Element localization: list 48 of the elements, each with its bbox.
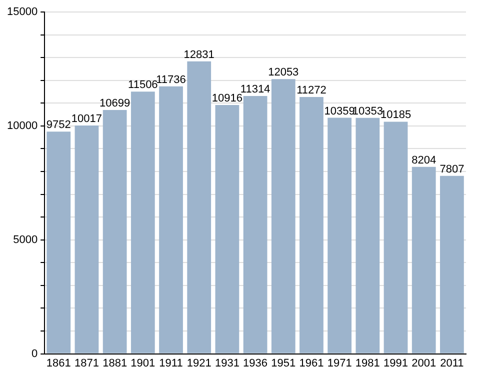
- x-tick-label: 1961: [299, 357, 324, 370]
- bar: [271, 79, 296, 354]
- data-label: 12053: [268, 66, 299, 79]
- data-label: 10353: [352, 105, 383, 118]
- bar: [187, 61, 212, 354]
- x-tick-label: 1951: [271, 357, 296, 370]
- bar: [328, 118, 352, 354]
- bar: [130, 92, 155, 354]
- bar: [243, 96, 268, 354]
- data-label: 11314: [240, 84, 270, 96]
- x-tick-label: 1991: [384, 357, 408, 370]
- x-tick-label: 1881: [102, 357, 128, 370]
- x-tick-label: 1936: [243, 357, 268, 370]
- bar: [440, 176, 464, 354]
- x-tick-label: 1931: [214, 357, 240, 370]
- bar: [102, 110, 127, 354]
- x-tick-label: 1981: [355, 357, 380, 370]
- x-tick-label: 1911: [159, 357, 183, 370]
- bar: [159, 86, 183, 354]
- x-tick-label: 1901: [130, 357, 156, 370]
- data-label: 12831: [184, 48, 214, 61]
- data-label: 11272: [296, 84, 326, 96]
- y-tick-label: 0: [31, 348, 38, 360]
- data-label: 9752: [46, 119, 71, 132]
- x-tick-label: 1971: [327, 357, 352, 370]
- y-tick-label: 5000: [13, 234, 38, 246]
- bar: [300, 96, 324, 354]
- data-label: 11506: [128, 79, 158, 92]
- bar: [46, 132, 71, 354]
- x-tick-label: 1921: [186, 357, 212, 370]
- bar: [356, 118, 380, 354]
- data-label: 8204: [412, 154, 436, 166]
- x-tick-label: 1861: [46, 357, 71, 370]
- y-tick-label: 15000: [6, 6, 38, 18]
- data-label: 10916: [212, 92, 242, 105]
- x-tick-label: 2011: [440, 357, 464, 370]
- x-tick-label: 1871: [74, 357, 99, 370]
- bar: [215, 105, 240, 354]
- data-label: 11736: [156, 74, 186, 86]
- bar: [74, 126, 99, 354]
- x-tick-label: 2001: [412, 357, 436, 370]
- bar: [384, 122, 408, 354]
- data-label: 10699: [100, 98, 130, 110]
- data-label: 10359: [324, 105, 355, 118]
- data-label: 7807: [440, 163, 464, 176]
- bar: [412, 166, 436, 354]
- y-tick-label: 10000: [6, 120, 38, 132]
- data-label: 10017: [71, 113, 102, 126]
